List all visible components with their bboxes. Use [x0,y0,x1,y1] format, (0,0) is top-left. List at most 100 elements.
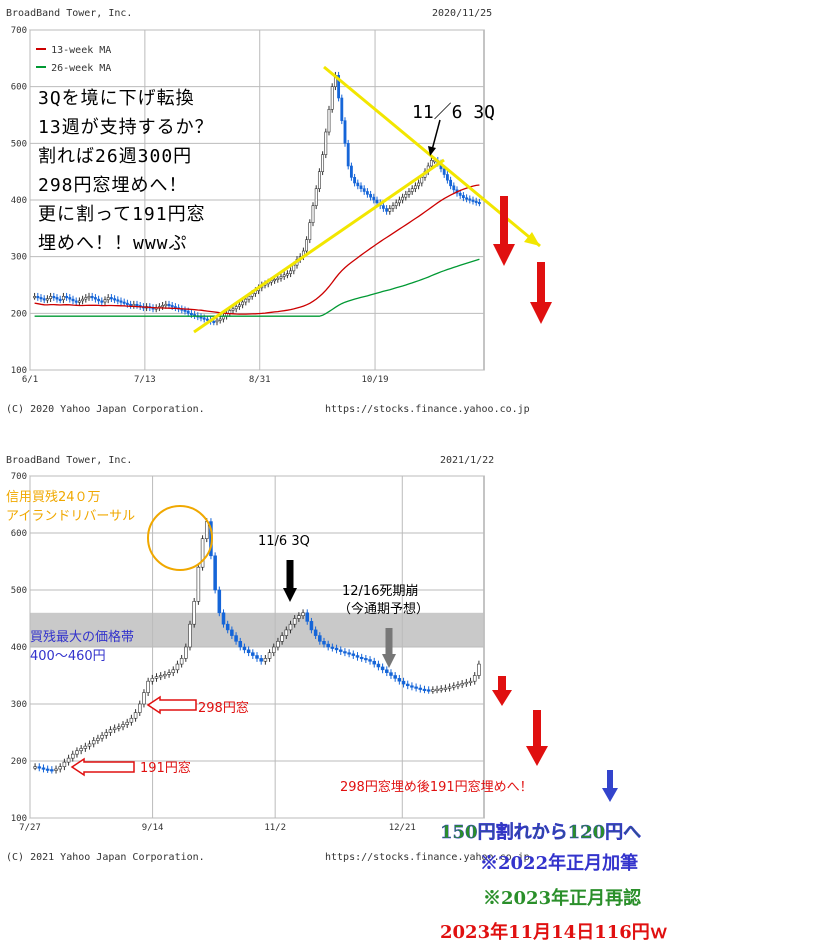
x-tick-label: 8/31 [249,375,271,385]
candle-body [461,195,465,199]
candle-body [238,640,243,648]
candle-body [154,676,159,679]
candle-body [135,303,139,307]
y-tick-label: 100 [11,366,27,376]
candle-body [271,646,276,653]
label-2023nov: 2023年11月14日116円ｗ [440,922,668,943]
candle-body [103,299,107,303]
candle-body [161,305,165,308]
chart1-date: 2020/11/25 [432,8,493,19]
candle-body [280,635,284,642]
candle-body [394,202,398,206]
candle-body [359,185,363,189]
candle-body [417,182,421,187]
candle-body [45,298,49,301]
candle-body [460,683,464,686]
candle-body [337,75,341,99]
candle-body [305,612,310,622]
candle-body [452,685,456,688]
candle-body [54,768,58,771]
candle-body [321,154,325,172]
candle-body [42,298,46,301]
candle-body [471,199,475,202]
candle-body [284,629,289,636]
blue-arrow [602,770,618,802]
candle-body [372,196,376,201]
candle-body [212,320,216,324]
label-credit: 信用買残24０万 [6,490,101,505]
candle-body [186,310,190,314]
candle-body [246,649,251,653]
candle-body [65,296,69,299]
label-191: 191円窓 [140,761,191,776]
candle-body [225,623,230,631]
candle-body [276,277,280,281]
annotation-block: 3Qを境に下げ転換 13週が支持するか？ 割れば26週300円 298円窓埋めへ… [38,84,214,258]
red-arrow-191 [70,757,135,777]
candle-body [83,745,88,749]
candle-body [192,601,196,625]
candle-body [122,301,126,304]
candle-body [242,646,247,651]
y-tick-label: 100 [11,814,27,824]
candle-body [58,298,62,301]
candle-body [45,768,50,771]
chart1-legend-26: 26-week MA [36,56,111,75]
candle-body [109,297,113,300]
candle-body [129,717,134,723]
candle-body [196,566,201,602]
candle-body [90,296,94,299]
black-pointer [431,119,441,151]
label-150: 150円割れから120円へ [440,822,642,843]
candle-body [452,185,456,191]
candle-body [276,640,280,648]
candle-body [77,300,81,303]
y-tick-label: 600 [11,83,27,93]
candle-body [308,222,312,240]
candle-body [314,188,318,206]
candle-body [464,682,469,685]
candle-body [388,208,392,212]
label-forecast: （今通期予想） [338,602,430,617]
y-tick-label: 400 [11,643,27,653]
yellow-arrow-head [524,232,540,246]
yellow-support-line [193,158,445,334]
label-298: 298円窓 [198,701,249,716]
candle-body [439,688,443,691]
candle-body [324,131,328,155]
candle-body [175,663,180,671]
candle-body [472,675,477,682]
candle-body [259,658,263,662]
candle-body [289,270,293,274]
candle-body [71,753,75,759]
candle-body [346,143,350,167]
candle-body [104,732,109,736]
candle-body [121,724,125,728]
candle-body [362,188,366,192]
candle-body [171,669,176,673]
candle-body [167,303,171,307]
candle-body [429,160,433,167]
candle-body [97,298,101,302]
candle-body [318,635,322,642]
candle-body [407,191,411,195]
candle-body [41,767,46,770]
candle-body [355,655,360,658]
label-2023: ※2023年正月再認 [483,888,642,909]
x-tick-label: 7/27 [19,823,41,833]
candle-body [231,308,235,311]
candle-body [334,647,339,651]
candle-body [244,298,248,303]
candle-body [305,239,309,252]
y-tick-label: 600 [11,529,27,539]
red-arrow-1 [493,196,515,266]
candle-body [58,766,62,770]
label-zone-range: 400～460円 [30,649,106,664]
candle-body [150,678,155,682]
x-tick-label: 7/13 [134,375,156,385]
label-1106-bottom: 11/6 3Q [258,534,310,549]
candle-body [326,643,330,648]
candle-body [61,296,65,301]
candle-body [282,274,286,277]
